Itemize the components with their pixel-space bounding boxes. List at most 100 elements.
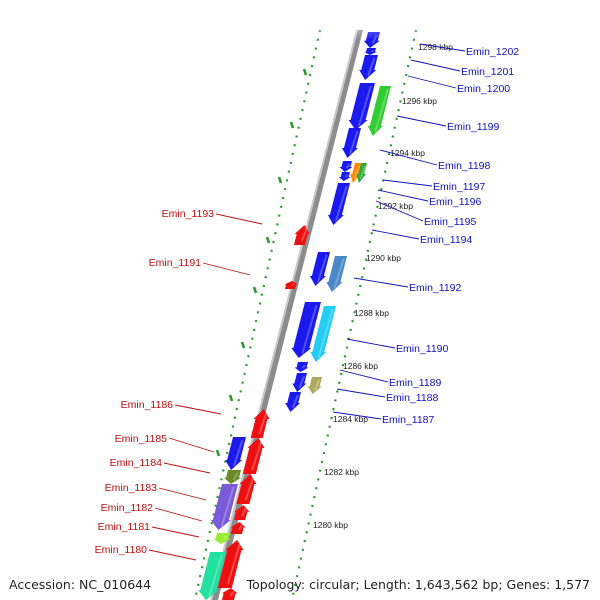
genome-backbone-shadow bbox=[210, 30, 358, 600]
gene-emin-1192b-shade bbox=[333, 258, 345, 289]
gene-emin-1189-shade bbox=[301, 364, 306, 369]
forward-gene-label[interactable]: Emin_1198 bbox=[438, 160, 491, 172]
gene-emin-1185[interactable] bbox=[225, 437, 246, 470]
reverse-gene-label[interactable]: Emin_1184 bbox=[110, 457, 163, 469]
gene-emin-1196-green[interactable] bbox=[356, 163, 367, 183]
track-tick-mark bbox=[240, 341, 246, 349]
genome-backbone bbox=[212, 30, 363, 600]
accession-text: Accession: NC_010644 bbox=[9, 577, 152, 592]
reverse-label-leader bbox=[151, 526, 200, 538]
forward-gene-label[interactable]: Emin_1196 bbox=[429, 196, 482, 208]
track-tick-mark bbox=[265, 236, 271, 244]
gene-emin-1188[interactable] bbox=[292, 373, 307, 392]
gene-emin-1185-red[interactable] bbox=[242, 438, 265, 474]
gene-emin-1193[interactable] bbox=[293, 225, 310, 245]
gene-emin-1192b[interactable] bbox=[326, 256, 347, 292]
gene-emin-1181-shade bbox=[238, 524, 243, 531]
gene-emin-1192[interactable] bbox=[309, 252, 330, 286]
forward-label-leader bbox=[371, 229, 420, 240]
gene-emin-1194-shade bbox=[335, 185, 348, 222]
gene-emin-1195b-shade bbox=[344, 174, 349, 178]
reverse-gene-label[interactable]: Emin_1182 bbox=[101, 502, 154, 514]
gene-emin-1195b[interactable] bbox=[338, 172, 351, 181]
forward-gene-label[interactable]: Emin_1189 bbox=[389, 377, 442, 389]
reverse-gene-label[interactable]: Emin_1180 bbox=[95, 544, 148, 556]
gene-emin-1190b[interactable] bbox=[310, 306, 336, 362]
gene-emin-1191[interactable] bbox=[284, 281, 299, 289]
reverse-label-leader bbox=[163, 462, 211, 474]
reverse-gene-label[interactable]: Emin_1185 bbox=[115, 433, 168, 445]
gene-emin-1188b[interactable] bbox=[307, 377, 322, 394]
left-dotted-track bbox=[194, 29, 322, 596]
reverse-label-leader bbox=[148, 549, 197, 561]
track-tick-mark bbox=[215, 449, 221, 457]
forward-label-leader bbox=[379, 149, 438, 166]
gene-emin-1181b-shade bbox=[222, 535, 228, 541]
reverse-label-leader bbox=[168, 437, 215, 453]
gene-emin-1188-shade bbox=[298, 375, 306, 389]
gene-emin-1196-orange-shade bbox=[353, 165, 361, 180]
forward-gene-label[interactable]: Emin_1190 bbox=[396, 343, 449, 355]
gene-emin-1183-red[interactable] bbox=[236, 474, 257, 504]
forward-label-leader bbox=[346, 338, 396, 349]
reverse-gene-label[interactable]: Emin_1191 bbox=[149, 257, 202, 269]
forward-gene-label[interactable]: Emin_1199 bbox=[447, 121, 500, 133]
gene-emin-1187[interactable] bbox=[285, 392, 301, 412]
reverse-gene-label[interactable]: Emin_1181 bbox=[98, 521, 151, 533]
forward-label-leader bbox=[332, 411, 382, 420]
gene-emin-1184-shade bbox=[232, 472, 239, 481]
reverse-label-leader bbox=[174, 404, 222, 415]
gene-emin-1179[interactable] bbox=[221, 588, 238, 600]
gene-emin-1196-orange[interactable] bbox=[350, 163, 361, 183]
gene-emin-1181b[interactable] bbox=[213, 533, 231, 544]
gene-emin-1195[interactable] bbox=[339, 161, 353, 172]
topology-text: Topology: circular; Length: 1,643,562 bp… bbox=[246, 577, 590, 592]
gene-emin-1189[interactable] bbox=[294, 362, 309, 372]
forward-label-leader bbox=[353, 277, 409, 288]
top-fade bbox=[300, 0, 440, 40]
track-tick-mark bbox=[302, 68, 308, 76]
kbp-tick-label: 1286 kbp bbox=[343, 361, 378, 371]
forward-label-leader bbox=[339, 369, 389, 383]
gene-emin-1196-green-shade bbox=[359, 165, 367, 180]
forward-gene-label[interactable]: Emin_1187 bbox=[382, 414, 435, 426]
gene-emin-1180[interactable] bbox=[217, 540, 244, 588]
gene-emin-1201[interactable] bbox=[364, 48, 378, 55]
reverse-gene-label[interactable]: Emin_1193 bbox=[162, 208, 215, 220]
reverse-gene-label[interactable]: Emin_1186 bbox=[121, 399, 174, 411]
gene-emin-1182[interactable] bbox=[234, 505, 250, 520]
forward-gene-label[interactable]: Emin_1197 bbox=[433, 181, 486, 193]
forward-gene-label[interactable]: Emin_1188 bbox=[386, 392, 439, 404]
gene-emin-1197[interactable] bbox=[341, 128, 361, 158]
gene-emin-1197-shade bbox=[349, 130, 359, 155]
gene-emin-1184[interactable] bbox=[224, 470, 242, 484]
forward-gene-label[interactable]: Emin_1200 bbox=[457, 83, 510, 95]
reverse-gene-label[interactable]: Emin_1183 bbox=[105, 482, 158, 494]
gene-emin-1190[interactable] bbox=[291, 302, 321, 358]
gene-emin-1183-red-shade bbox=[244, 476, 255, 501]
forward-gene-label[interactable]: Emin_1195 bbox=[424, 216, 477, 228]
kbp-tick-label: 1290 kbp bbox=[366, 253, 401, 263]
gene-emin-1198[interactable] bbox=[348, 83, 375, 130]
gene-emin-1193-shade bbox=[300, 227, 308, 242]
reverse-label-leader bbox=[215, 213, 263, 225]
gene-emin-1181[interactable] bbox=[230, 522, 246, 534]
gene-emin-1194[interactable] bbox=[327, 183, 350, 225]
gene-emin-1199-green[interactable] bbox=[367, 86, 391, 136]
gene-emin-1200[interactable] bbox=[359, 55, 378, 80]
gene-emin-1186[interactable] bbox=[250, 409, 270, 438]
track-tick-mark bbox=[277, 176, 283, 184]
gene-emin-1190-shade bbox=[301, 304, 318, 355]
forward-gene-label[interactable]: Emin_1192 bbox=[409, 282, 462, 294]
gene-emin-1185-red-shade bbox=[251, 440, 263, 471]
gene-emin-1180b[interactable] bbox=[198, 552, 226, 600]
track-tick-mark bbox=[252, 286, 258, 294]
kbp-tick-label: 1280 kbp bbox=[313, 520, 348, 530]
forward-gene-label[interactable]: Emin_1194 bbox=[420, 234, 473, 246]
forward-gene-label[interactable]: Emin_1202 bbox=[466, 46, 519, 58]
gene-emin-1183[interactable] bbox=[210, 484, 238, 530]
gene-emin-1180-shade bbox=[226, 542, 242, 585]
forward-gene-label[interactable]: Emin_1201 bbox=[461, 66, 514, 78]
reverse-label-leader bbox=[202, 262, 251, 276]
